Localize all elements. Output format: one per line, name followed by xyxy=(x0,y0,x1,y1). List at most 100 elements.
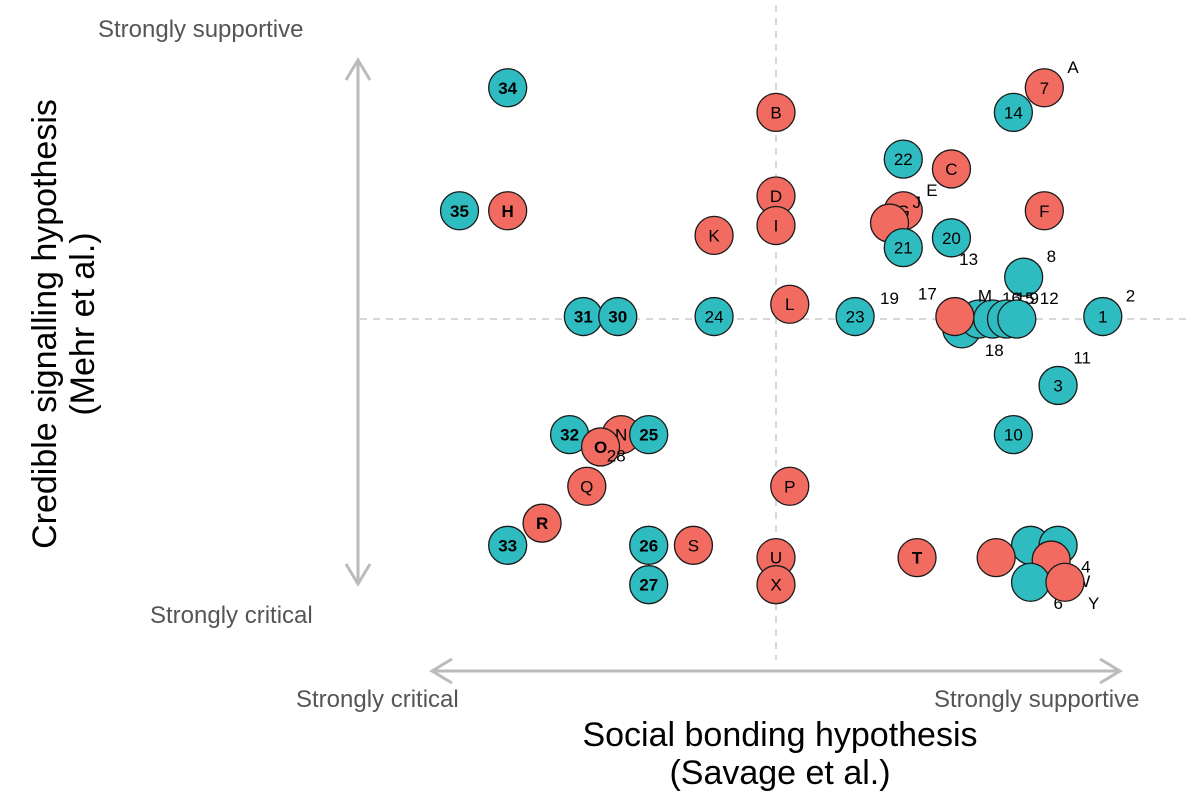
data-point-marker xyxy=(770,284,810,324)
data-point-label: 10 xyxy=(1004,426,1023,445)
data-point-marker xyxy=(1024,68,1064,108)
data-point-label: F xyxy=(1039,202,1049,221)
data-point: 3 xyxy=(1038,365,1078,406)
data-point-marker xyxy=(673,525,714,565)
data-point-marker xyxy=(997,299,1037,339)
data-point-label: 1 xyxy=(1098,308,1107,327)
data-point-outer-label: 18 xyxy=(985,341,1004,360)
data-point-label: B xyxy=(770,103,781,122)
data-point-label: 23 xyxy=(846,308,865,327)
data-point-label: D xyxy=(770,187,782,206)
y-low-label: Strongly critical xyxy=(150,602,313,629)
data-point-marker xyxy=(629,414,669,455)
outer-point-label: 17 xyxy=(918,284,937,303)
data-point: R xyxy=(522,503,562,543)
data-point: 20 xyxy=(931,218,972,258)
data-point-marker xyxy=(883,228,923,268)
data-point-label: 3 xyxy=(1053,376,1062,395)
data-point-outer-label: 2 xyxy=(1126,287,1135,306)
data-point-marker xyxy=(931,149,972,189)
data-point: 24 xyxy=(694,296,734,337)
data-point-label: 24 xyxy=(705,308,724,327)
data-point: F xyxy=(1024,191,1064,231)
y-axis-title-sub: (Mehr et al.) xyxy=(64,232,102,416)
data-point-marker xyxy=(756,205,796,246)
y-axis-arrow xyxy=(344,57,372,587)
data-point-label: 22 xyxy=(894,150,913,169)
data-point-marker xyxy=(1010,562,1051,602)
data-point: 27 xyxy=(629,565,669,605)
data-point-marker xyxy=(993,92,1034,133)
data-point-marker xyxy=(770,466,810,506)
data-point-label: 14 xyxy=(1004,103,1023,122)
outer-point-label: 11 xyxy=(1073,348,1091,367)
y-axis-title-main: Credible signalling hypothesis xyxy=(26,99,64,549)
x-high-label: Strongly supportive xyxy=(934,686,1140,713)
data-point-marker xyxy=(897,537,937,578)
data-point-label: S xyxy=(688,536,699,555)
data-point-outer-label: J xyxy=(913,193,922,212)
data-point-marker xyxy=(756,92,796,133)
data-point-outer-label: 4 xyxy=(1081,557,1090,576)
data-point: 12 xyxy=(1083,287,1135,337)
data-point: 26 xyxy=(629,525,669,565)
data-point-marker xyxy=(1038,365,1078,406)
x-axis-title: Social bonding hypothesis (Savage et al.… xyxy=(420,716,1140,792)
x-axis-title-main: Social bonding hypothesis xyxy=(582,716,978,754)
data-point-marker xyxy=(598,296,638,337)
data-point-marker xyxy=(1004,257,1044,297)
data-point-outer-label: 6 xyxy=(1054,594,1063,613)
data-point: X xyxy=(756,565,796,605)
data-point-outer-label: 12 xyxy=(1040,289,1059,308)
data-point: C xyxy=(931,149,972,189)
data-point-marker xyxy=(1083,296,1123,337)
data-point-label: 27 xyxy=(639,576,658,595)
data-point: 31 xyxy=(563,296,604,337)
data-point: U xyxy=(756,537,796,578)
data-point: 21 xyxy=(883,228,923,268)
data-point: 34 xyxy=(488,68,528,108)
data-point: 7A xyxy=(1024,58,1079,108)
data-point: M xyxy=(935,287,992,337)
data-point-label: T xyxy=(912,549,923,568)
data-point-marker xyxy=(567,466,607,506)
data-point-outer-label: 8 xyxy=(1047,247,1056,266)
data-point-label: P xyxy=(784,477,795,496)
data-point-label: 7 xyxy=(1040,79,1049,98)
data-point: 12 xyxy=(997,289,1059,339)
data-point: 23 xyxy=(835,296,875,337)
data-point-label: 35 xyxy=(450,202,469,221)
data-point: I xyxy=(756,205,796,246)
outer-point-label: 19 xyxy=(880,289,899,308)
data-point-label: 26 xyxy=(639,536,658,555)
data-point-label: H xyxy=(502,202,514,221)
x-axis-arrow xyxy=(429,657,1123,685)
data-point-marker xyxy=(488,191,528,231)
data-point: P xyxy=(770,466,810,506)
outer-point-label: 13 xyxy=(959,250,978,269)
data-point-label: 31 xyxy=(574,308,593,327)
data-point-label: R xyxy=(536,514,548,533)
data-point: 25 28 xyxy=(607,414,669,466)
data-point-marker xyxy=(629,565,669,605)
data-point-label: 34 xyxy=(498,79,517,98)
data-point: Q xyxy=(567,466,607,506)
data-point-marker xyxy=(1024,191,1064,231)
data-point-label: 25 xyxy=(639,426,658,445)
data-point-outer-label: M xyxy=(978,287,992,306)
data-point-outer-label: Y xyxy=(1088,594,1099,613)
points-layer: 3435HB7A1422CDIKGEJF21208313024L23181615… xyxy=(439,58,1135,613)
data-point-label: X xyxy=(770,576,781,595)
data-point: D xyxy=(756,176,796,216)
data-point-marker xyxy=(756,565,796,605)
data-point-label: O xyxy=(594,438,607,457)
data-point-marker xyxy=(1045,562,1085,602)
data-point: 30 xyxy=(598,296,638,337)
data-point: 32 xyxy=(549,414,590,455)
data-point-outer-label: E xyxy=(926,181,937,200)
data-point-outer-label: 28 xyxy=(607,447,626,466)
y-axis-title: Credible signalling hypothesis (Mehr et … xyxy=(26,74,102,574)
data-point-label: I xyxy=(774,217,779,236)
data-point: 10 xyxy=(993,414,1034,455)
x-low-label: Strongly critical xyxy=(296,686,459,713)
